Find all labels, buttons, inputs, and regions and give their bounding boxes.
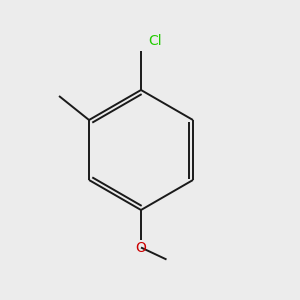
Text: Cl: Cl (148, 34, 162, 48)
Text: O: O (136, 242, 146, 256)
